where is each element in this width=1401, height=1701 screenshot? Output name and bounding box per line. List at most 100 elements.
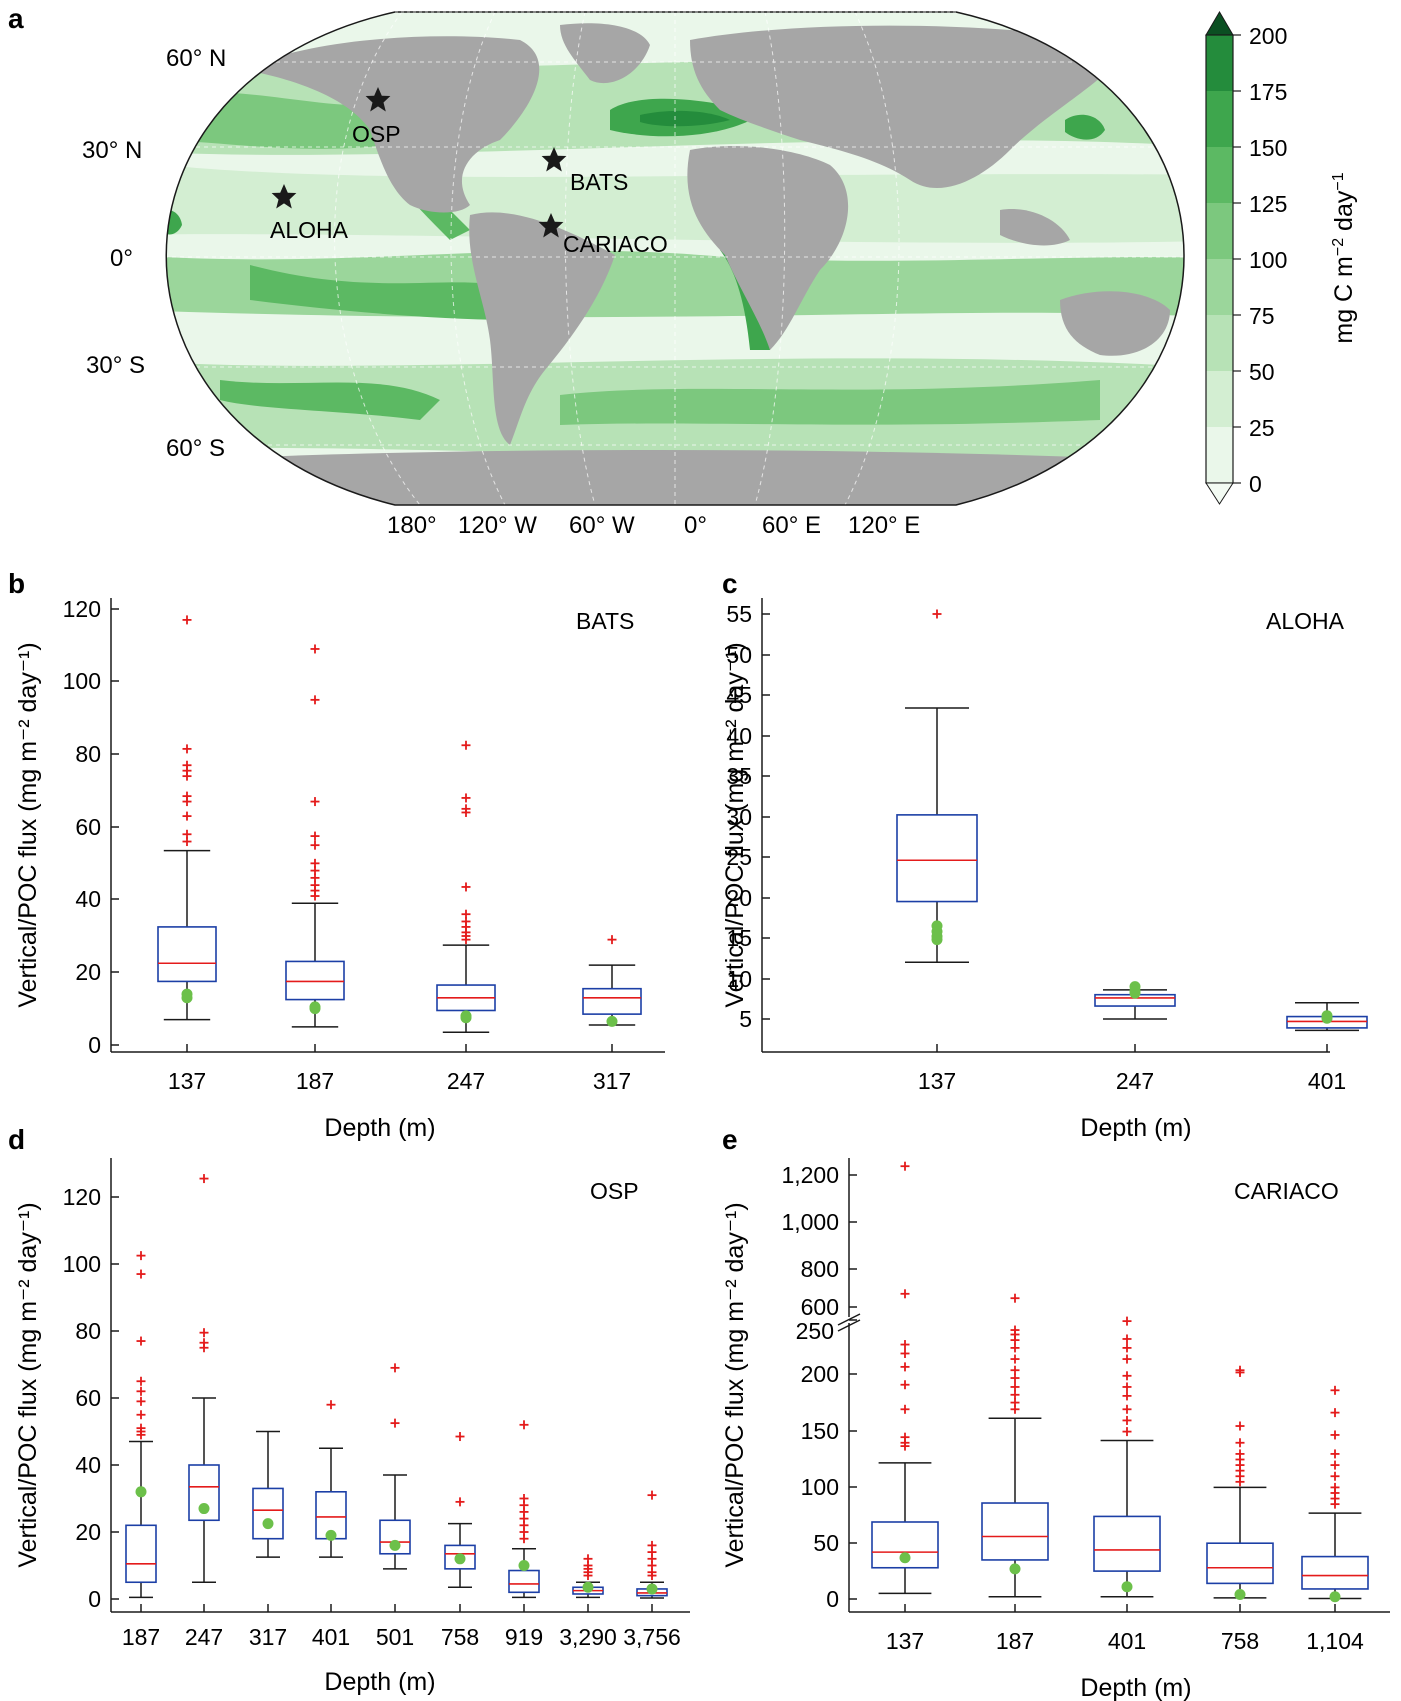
x-axis-e: 137 187 401 758 1,104 [849,1604,1390,1654]
colorbar-tick: 100 [1249,247,1287,273]
x-axis-b: 137 187 247 317 [111,1044,665,1094]
outlier-marker [1330,1449,1340,1459]
outlier-marker [455,1497,465,1507]
outlier-marker [1122,1415,1132,1425]
y-tick-label: 25 [726,844,752,870]
outlier-marker [1122,1391,1132,1401]
outlier-marker [900,1340,910,1350]
map-panel: a [8,3,1358,539]
y-axis-label-b: Vertical/POC flux (mg m⁻² day⁻¹) [14,642,42,1007]
box-group [1094,981,1176,1020]
outlier-marker [900,1441,910,1451]
ocean-productivity-field [166,60,1184,463]
lon-label-0: 0° [684,512,707,539]
y-axis-c: 5 10 15 20 25 30 35 40 45 50 55 [726,598,770,1052]
axis-break-mark [837,1319,861,1332]
box-group [1301,1385,1369,1603]
y-tick-label: 120 [63,1184,101,1210]
station-label-osp: OSP [352,121,401,147]
model-point [460,1012,472,1024]
outlier-marker [900,1404,910,1414]
y-tick-label: 100 [63,1251,101,1277]
site-label-osp: OSP [590,1178,639,1204]
x-tick-label: 401 [312,1624,350,1650]
model-point [899,1552,911,1564]
outlier-marker [1010,1335,1020,1345]
outlier-marker [310,831,320,841]
station-label-cariaco: CARIACO [563,231,668,257]
iqr-box [981,1502,1049,1561]
outlier-marker [310,695,320,705]
colorbar-bottom-triangle [1205,482,1234,505]
plot-area-d [125,1174,668,1599]
x-tick-label: 3,756 [623,1624,681,1650]
lat-label-60n: 60° N [166,45,226,72]
outlier-marker [1010,1382,1020,1392]
iqr-box [125,1524,157,1584]
model-point [582,1581,594,1593]
model-point [262,1518,274,1530]
iqr-box [582,987,642,1015]
box-group [1206,1365,1274,1601]
box-group [157,615,217,1021]
model-point [198,1503,210,1515]
y-axis-e: 0 50 100 150 200 250 600 800 1,000 1,200 [781,1158,861,1612]
y-tick-label: 5 [739,1006,752,1032]
box-group [1093,1316,1161,1598]
outlier-marker [310,891,320,901]
outlier-marker [1235,1438,1245,1448]
colorbar-tick: 175 [1249,79,1287,105]
outlier-marker [199,1343,209,1353]
model-point [389,1539,401,1551]
model-point [1234,1589,1246,1601]
outlier-marker [1122,1343,1132,1353]
outlier-marker [136,1386,146,1396]
panel-c: c ALOHA 5 10 15 20 25 30 35 40 45 50 55 … [721,568,1368,1142]
outlier-marker [461,740,471,750]
iqr-box [379,1519,411,1555]
y-axis-b: 0 20 40 60 80 100 120 [63,596,119,1058]
box-group [315,1400,347,1558]
model-point [646,1583,658,1595]
x-tick-label: 501 [376,1624,414,1650]
lon-label-120w: 120° W [458,512,537,539]
x-tick-label: 401 [1108,1628,1146,1654]
x-tick-label: 401 [1308,1068,1346,1094]
plot-area-e [871,1161,1369,1603]
star-icon [271,184,297,209]
lon-label-60w: 60° W [569,512,635,539]
outlier-marker [1122,1334,1132,1344]
outlier-marker [1010,1343,1020,1353]
colorbar-top-triangle [1205,11,1234,36]
x-tick-label: 247 [185,1624,223,1650]
x-tick-label: 137 [168,1068,206,1094]
plot-area-b [157,615,642,1034]
outlier-marker [136,1410,146,1420]
iqr-box [1093,1515,1161,1572]
model-point [309,1003,321,1015]
map-outline [165,11,1185,506]
outlier-marker [390,1363,400,1373]
outlier-marker [326,1400,336,1410]
box-group [871,1161,939,1595]
x-tick-label: 1,104 [1306,1628,1364,1654]
outlier-marker [1330,1499,1340,1509]
iqr-box [157,926,217,983]
y-tick-label: 250 [796,1318,834,1344]
outlier-marker [932,609,942,619]
model-point [1009,1563,1021,1575]
panel-letter-d: d [8,1124,25,1155]
outlier-marker [461,882,471,892]
model-point [1329,1591,1341,1603]
outlier-marker [1122,1382,1132,1392]
box-group [188,1174,220,1583]
y-axis-label-c: Vertical/POC flux (mg m⁻² day⁻¹) [721,642,749,1007]
box-group [636,1490,668,1599]
box-group [896,609,978,964]
y-tick-label: 120 [63,596,101,622]
station-bats: BATS [541,147,628,195]
outlier-marker [900,1161,910,1171]
site-label-cariaco: CARIACO [1234,1178,1339,1204]
colorbar-label: mg C m−2 day−1 [1330,172,1358,343]
y-tick-label: 80 [75,1318,101,1344]
